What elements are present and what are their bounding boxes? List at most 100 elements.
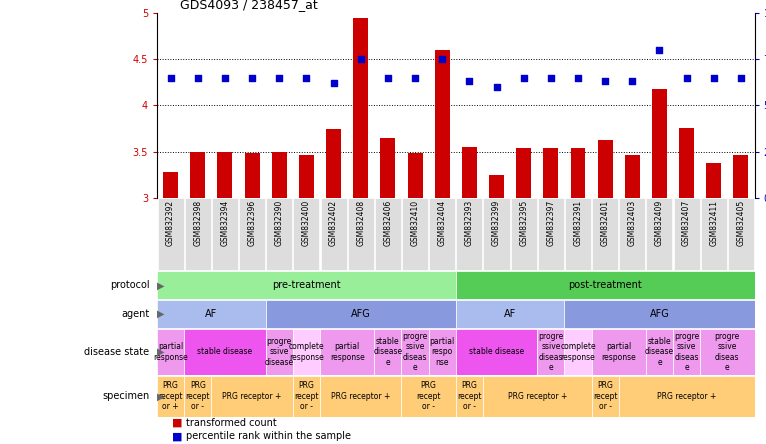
Text: GSM832404: GSM832404 <box>437 200 447 246</box>
Bar <box>267 198 293 270</box>
Point <box>463 78 476 85</box>
Bar <box>244 153 260 198</box>
Bar <box>293 198 319 270</box>
Text: PRG
recept
or +: PRG recept or + <box>159 381 183 411</box>
Bar <box>293 376 320 417</box>
Text: GSM832397: GSM832397 <box>546 200 555 246</box>
Text: post-treatment: post-treatment <box>568 280 642 290</box>
Text: partial
response: partial response <box>329 342 365 361</box>
Point <box>572 74 584 81</box>
Text: ▶: ▶ <box>157 309 165 319</box>
Bar <box>429 329 456 375</box>
Bar <box>157 329 184 375</box>
Text: GSM832408: GSM832408 <box>356 200 365 246</box>
Text: ▶: ▶ <box>157 391 165 401</box>
Text: pre-treatment: pre-treatment <box>272 280 341 290</box>
Point <box>409 74 421 81</box>
Point <box>300 74 313 81</box>
Text: PRG
recept
or -: PRG recept or - <box>593 381 617 411</box>
Text: GSM832406: GSM832406 <box>383 200 392 246</box>
Text: PRG receptor +: PRG receptor + <box>508 392 567 401</box>
Text: PRG
recept
or -: PRG recept or - <box>457 381 482 411</box>
Text: partial
respo
nse: partial respo nse <box>430 337 455 367</box>
Text: GSM832390: GSM832390 <box>275 200 283 246</box>
Text: GSM832403: GSM832403 <box>628 200 637 246</box>
Bar <box>157 300 266 328</box>
Text: ▶: ▶ <box>157 347 165 357</box>
Text: GSM832409: GSM832409 <box>655 200 664 246</box>
Text: GSM832410: GSM832410 <box>411 200 420 246</box>
Text: partial
response: partial response <box>601 342 636 361</box>
Text: transformed count: transformed count <box>186 418 277 428</box>
Text: PRG
recept
or -: PRG recept or - <box>294 381 319 411</box>
Point <box>192 74 204 81</box>
Text: GSM832400: GSM832400 <box>302 200 311 246</box>
Point <box>246 74 258 81</box>
Bar <box>185 198 211 270</box>
Text: GSM832394: GSM832394 <box>221 200 230 246</box>
Point <box>165 74 177 81</box>
Bar <box>706 163 722 198</box>
Bar <box>320 376 401 417</box>
Bar <box>565 300 755 328</box>
Bar <box>625 155 640 198</box>
Point <box>626 78 638 85</box>
Bar <box>456 376 483 417</box>
Bar <box>652 89 667 198</box>
Text: GSM832395: GSM832395 <box>519 200 529 246</box>
Bar <box>543 148 558 198</box>
Text: GSM832391: GSM832391 <box>574 200 582 246</box>
Bar <box>184 329 266 375</box>
Point <box>518 74 530 81</box>
Text: progre
ssive
diseas
e: progre ssive diseas e <box>538 332 564 372</box>
Bar <box>184 376 211 417</box>
Text: stable disease: stable disease <box>469 347 524 357</box>
Bar <box>157 376 184 417</box>
Point <box>381 74 394 81</box>
Text: PRG
recept
or -: PRG recept or - <box>185 381 210 411</box>
Text: stable
disease
e: stable disease e <box>645 337 674 367</box>
Text: GSM832392: GSM832392 <box>166 200 175 246</box>
Bar <box>591 376 619 417</box>
Point <box>680 74 692 81</box>
Bar <box>646 329 673 375</box>
Text: AF: AF <box>205 309 218 319</box>
Text: AF: AF <box>504 309 516 319</box>
Bar <box>408 153 423 198</box>
Bar <box>538 198 564 270</box>
Bar <box>516 148 531 198</box>
Text: stable disease: stable disease <box>198 347 253 357</box>
Text: PRG receptor +: PRG receptor + <box>222 392 282 401</box>
Bar <box>483 198 509 270</box>
Text: GSM832407: GSM832407 <box>682 200 691 246</box>
Text: GSM832396: GSM832396 <box>247 200 257 246</box>
Bar <box>483 376 591 417</box>
Text: partial
response: partial response <box>153 342 188 361</box>
Text: GSM832402: GSM832402 <box>329 200 338 246</box>
Text: protocol: protocol <box>110 280 149 290</box>
Point <box>436 56 448 63</box>
Point <box>355 56 367 63</box>
Text: complete
response: complete response <box>289 342 324 361</box>
Bar <box>320 198 346 270</box>
Bar <box>700 329 755 375</box>
Bar <box>647 198 673 270</box>
Text: GSM832393: GSM832393 <box>465 200 474 246</box>
Bar <box>402 198 428 270</box>
Bar <box>619 376 755 417</box>
Text: PRG
recept
or -: PRG recept or - <box>417 381 441 411</box>
Bar <box>462 147 476 198</box>
Bar <box>353 18 368 198</box>
Text: AFG: AFG <box>351 309 371 319</box>
Bar <box>565 329 591 375</box>
Bar <box>511 198 537 270</box>
Text: progre
ssive
disease: progre ssive disease <box>265 337 294 367</box>
Bar <box>401 329 429 375</box>
Text: GDS4093 / 238457_at: GDS4093 / 238457_at <box>180 0 318 11</box>
Bar <box>673 198 699 270</box>
Text: PRG receptor +: PRG receptor + <box>331 392 391 401</box>
Bar <box>456 300 565 328</box>
Bar <box>489 174 504 198</box>
Text: GSM832398: GSM832398 <box>193 200 202 246</box>
Bar <box>401 376 456 417</box>
